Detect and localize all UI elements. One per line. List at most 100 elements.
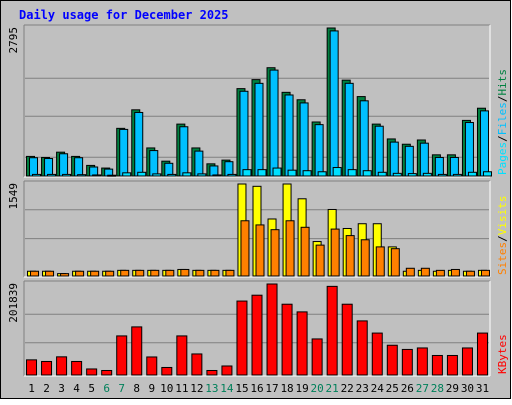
bar-sites-day-22 [345, 235, 355, 277]
day-label-5: 5 [88, 382, 95, 395]
bar-files-day-3 [59, 153, 69, 177]
bar-sites-day-21 [330, 228, 340, 277]
bar-sites-day-13 [210, 269, 220, 277]
bar-pages-day-24 [377, 171, 387, 177]
day-label-30: 30 [461, 382, 474, 395]
bar-sites-day-25 [390, 248, 400, 277]
bar-sites-day-6 [105, 270, 115, 277]
day-label-23: 23 [356, 382, 369, 395]
bar-sites-day-30 [465, 270, 475, 277]
day-label-26: 26 [401, 382, 414, 395]
bar-kbytes-day-12 [191, 353, 203, 376]
legend-part-2-1: Sites [496, 242, 509, 275]
bar-files-day-1 [29, 157, 39, 177]
bar-sites-day-11 [180, 268, 190, 277]
day-label-22: 22 [341, 382, 354, 395]
day-label-4: 4 [73, 382, 80, 395]
bar-pages-day-10 [167, 173, 177, 177]
bar-pages-day-21 [332, 167, 342, 177]
bar-pages-day-14 [227, 173, 237, 177]
bar-files-day-8 [134, 111, 144, 177]
bar-kbytes-day-18 [281, 303, 293, 376]
panel-2-legend: Sites/Visits [496, 196, 509, 276]
bar-files-day-12 [194, 150, 204, 177]
bar-files-day-27 [419, 142, 429, 177]
bar-files-day-16 [254, 82, 264, 177]
bar-kbytes-day-28 [431, 354, 443, 376]
bar-kbytes-day-30 [461, 347, 473, 376]
legend-part-2-3: Visits [496, 196, 509, 236]
bar-kbytes-day-27 [416, 347, 428, 376]
bar-kbytes-day-23 [356, 320, 368, 376]
bar-sites-day-31 [480, 269, 490, 277]
bar-sites-day-15 [240, 220, 250, 277]
bar-kbytes-day-19 [296, 311, 308, 376]
bar-kbytes-day-6 [101, 369, 113, 376]
bar-pages-day-19 [302, 170, 312, 177]
day-label-17: 17 [265, 382, 278, 395]
bar-kbytes-day-13 [206, 369, 218, 376]
bar-pages-day-23 [362, 170, 372, 177]
bar-pages-day-26 [407, 173, 417, 177]
bar-pages-day-2 [47, 173, 57, 177]
bar-sites-day-18 [285, 220, 295, 277]
bar-files-day-26 [404, 145, 414, 177]
bar-kbytes-day-3 [56, 356, 68, 376]
bar-kbytes-day-15 [236, 300, 248, 376]
bar-pages-day-8 [137, 171, 147, 177]
bar-kbytes-day-1 [26, 359, 38, 376]
day-label-10: 10 [160, 382, 173, 395]
bar-sites-day-5 [90, 270, 100, 277]
bar-sites-day-29 [450, 268, 460, 277]
bar-files-day-24 [374, 125, 384, 177]
bar-sites-day-19 [300, 226, 310, 277]
day-label-14: 14 [220, 382, 234, 395]
bar-kbytes-day-24 [371, 332, 383, 376]
day-label-9: 9 [148, 382, 155, 395]
bar-sites-day-28 [435, 269, 445, 277]
day-label-12: 12 [190, 382, 203, 395]
day-label-20: 20 [311, 382, 324, 395]
bar-sites-day-2 [45, 270, 55, 277]
bar-pages-day-16 [257, 169, 267, 177]
bar-files-day-28 [434, 156, 444, 177]
day-label-1: 1 [28, 382, 35, 395]
bar-pages-day-27 [422, 172, 432, 177]
bar-files-day-31 [479, 110, 489, 177]
bar-kbytes-day-17 [266, 283, 278, 376]
bar-kbytes-day-22 [341, 303, 353, 376]
legend-part-1-1: Pages [496, 142, 509, 175]
bar-files-day-21 [329, 30, 339, 177]
panel-3-max-label: 201839 [7, 283, 20, 323]
bar-kbytes-day-9 [146, 356, 158, 376]
bar-sites-day-7 [120, 269, 130, 277]
bar-files-day-22 [344, 82, 354, 177]
bar-kbytes-day-7 [116, 335, 128, 376]
bar-pages-day-5 [92, 174, 102, 177]
day-label-18: 18 [280, 382, 293, 395]
bar-pages-day-6 [107, 174, 117, 177]
bar-files-day-25 [389, 141, 399, 177]
bar-pages-day-7 [122, 172, 132, 177]
bar-sites-day-9 [150, 269, 160, 277]
bar-sites-day-1 [30, 270, 40, 277]
bar-kbytes-day-11 [176, 335, 188, 376]
day-label-28: 28 [431, 382, 444, 395]
bar-sites-day-17 [270, 229, 280, 277]
bar-kbytes-day-29 [446, 354, 458, 376]
bar-kbytes-day-5 [86, 368, 98, 376]
bar-kbytes-day-16 [251, 294, 263, 376]
bar-files-day-19 [299, 102, 309, 177]
day-label-3: 3 [58, 382, 65, 395]
day-label-7: 7 [118, 382, 125, 395]
bar-files-day-9 [149, 150, 159, 177]
bar-kbytes-day-8 [131, 326, 143, 376]
bar-files-day-7 [119, 128, 129, 177]
legend-part-1-3: Files [496, 102, 509, 135]
day-label-29: 29 [446, 382, 459, 395]
bar-kbytes-day-26 [401, 348, 413, 376]
bar-pages-day-18 [287, 169, 297, 177]
bar-files-day-18 [284, 94, 294, 177]
day-label-11: 11 [175, 382, 188, 395]
